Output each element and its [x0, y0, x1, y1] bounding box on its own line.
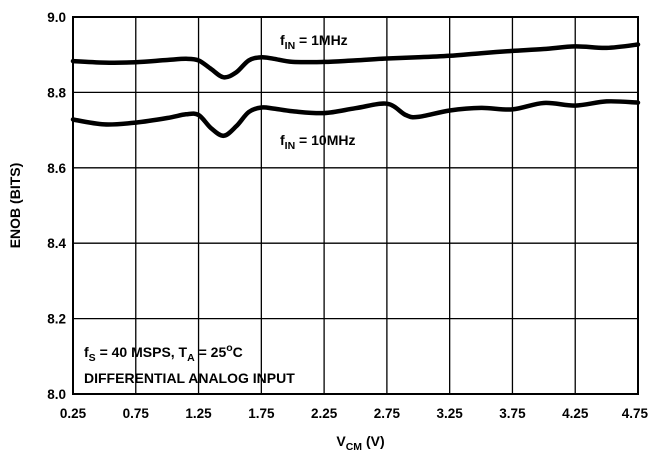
x-tick-label: 0.25: [60, 406, 87, 421]
series-line-1mhz: [70, 42, 641, 80]
y-tick-label: 8.6: [47, 161, 66, 176]
x-tick-label: 1.25: [185, 406, 212, 421]
x-axis-title-main: V: [336, 433, 346, 449]
series-line-10mhz: [70, 99, 641, 139]
series-labels: fIN = 1MHz fIN = 10MHz: [280, 32, 355, 152]
x-tick-label: 2.25: [311, 406, 338, 421]
y-tick-label: 8.0: [47, 387, 66, 402]
conditions-line-2: DIFFERENTIAL ANALOG INPUT: [84, 370, 295, 386]
y-tick-labels: 8.0 8.2 8.4 8.6 8.8 9.0: [47, 10, 66, 402]
x-axis-title-rest: (V): [362, 433, 385, 449]
y-axis-title: ENOB (BITS): [7, 163, 23, 249]
y-tick-label: 8.8: [47, 85, 66, 100]
x-tick-label: 2.75: [374, 406, 401, 421]
x-axis-title: VCM (V): [336, 433, 384, 453]
x-axis-title-sub: CM: [346, 441, 363, 453]
series-label-1mhz: fIN = 1MHz: [280, 32, 348, 52]
y-tick-label: 8.2: [47, 312, 66, 327]
x-tick-labels: 0.25 0.75 1.25 1.75 2.25 2.75 3.25 3.75 4.25 4.75: [60, 406, 649, 421]
x-tick-label: 3.75: [499, 406, 526, 421]
x-tick-label: 1.75: [248, 406, 275, 421]
conditions-line-1: fS = 40 MSPS, TA = 25oC: [84, 342, 243, 364]
y-tick-label: 8.4: [47, 236, 66, 251]
x-tick-label: 3.25: [437, 406, 464, 421]
plot-series: [70, 42, 641, 139]
x-tick-label: 4.25: [562, 406, 589, 421]
x-tick-label: 4.75: [622, 406, 649, 421]
conditions-annotation: fS = 40 MSPS, TA = 25oC DIFFERENTIAL ANAL…: [84, 342, 295, 386]
series-label-10mhz: fIN = 10MHz: [280, 132, 355, 152]
x-tick-label: 0.75: [123, 406, 150, 421]
plot-frame: [72, 16, 639, 395]
y-tick-label: 9.0: [47, 10, 66, 25]
